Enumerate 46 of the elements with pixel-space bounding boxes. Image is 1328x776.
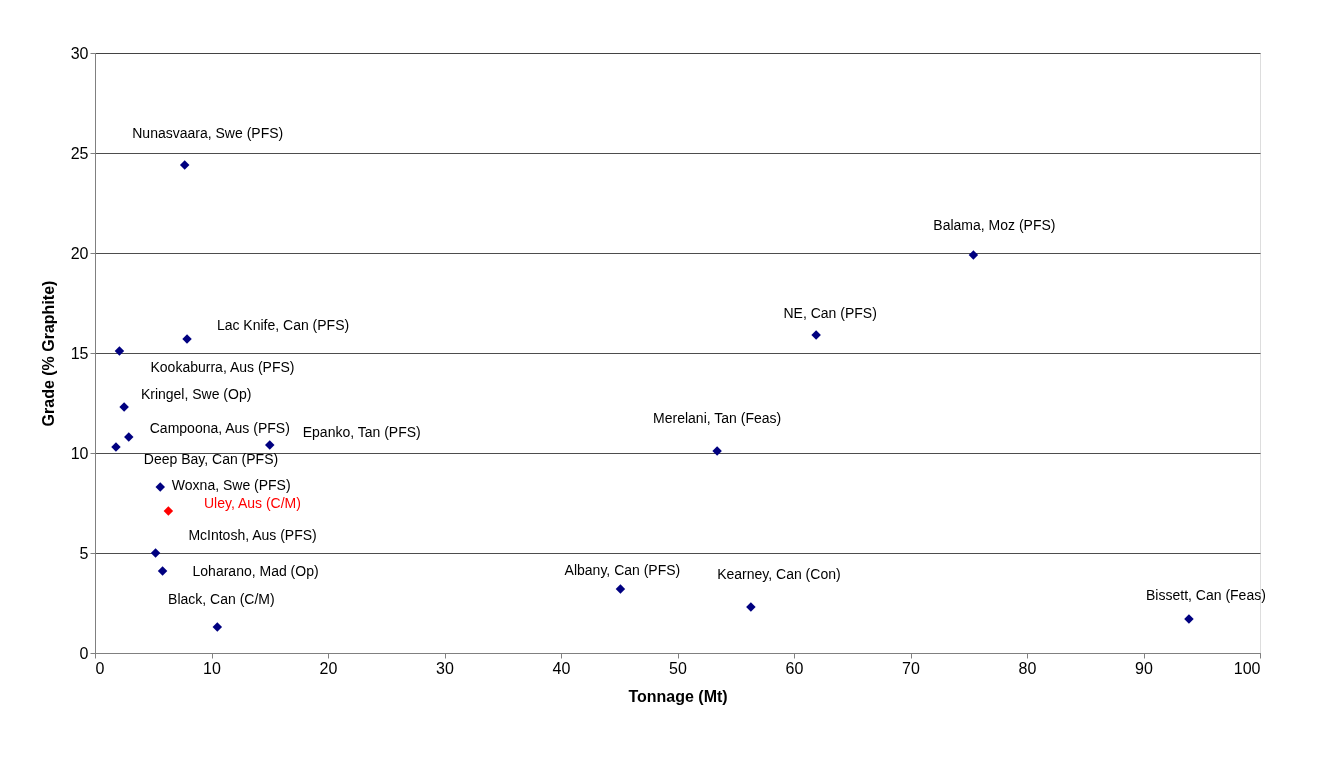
annotation: McIntosh, Aus (PFS): [188, 527, 317, 543]
x-tick-label: 80: [1018, 659, 1037, 677]
annotation: Epanko, Tan (PFS): [302, 424, 421, 440]
annotation: Black, Can (C/M): [168, 591, 275, 607]
y-tick-label: 10: [70, 444, 89, 462]
x-tick-label: 40: [552, 659, 571, 677]
point: [157, 566, 168, 576]
y-tick-label: 0: [79, 644, 89, 662]
point: [163, 506, 174, 516]
annotation: Campoona, Aus (PFS): [149, 420, 290, 436]
y-tick-label: 5: [79, 544, 89, 562]
annotation: Woxna, Swe (PFS): [171, 477, 291, 493]
x-tick-label: 30: [436, 659, 454, 677]
annotation: NE, Can (PFS): [783, 305, 877, 321]
point: [179, 160, 190, 170]
x-tick-label: 60: [785, 659, 804, 677]
annotation: Balama, Moz (PFS): [933, 217, 1056, 233]
annotation: Kookaburra, Aus (PFS): [150, 359, 295, 375]
x-tick-label: 100: [1233, 659, 1261, 677]
annotation: Nunasvaara, Swe (PFS): [132, 125, 284, 141]
x-tick-label: 10: [203, 659, 221, 677]
annotation: Merelani, Tan (Feas): [653, 410, 782, 426]
point: [114, 346, 125, 356]
annotation: Deep Bay, Can (PFS): [143, 451, 279, 467]
x-tick-label: 50: [669, 659, 687, 677]
point: [150, 548, 161, 558]
point: [615, 584, 626, 594]
y-tick-label: 30: [70, 44, 89, 62]
point: [212, 622, 223, 632]
x-tick-label: 20: [319, 659, 338, 677]
y-axis-title: Grade (% Graphite): [39, 280, 57, 427]
point: [968, 250, 979, 260]
annotation: Albany, Can (PFS): [564, 562, 681, 578]
x-tick-label: 70: [902, 659, 920, 677]
y-tick-label: 15: [70, 344, 89, 362]
annotation: Kringel, Swe (Op): [140, 386, 252, 402]
y-tick-label: 20: [70, 244, 89, 262]
x-tick-label: 0: [95, 659, 105, 677]
x-tick-label: 90: [1135, 659, 1153, 677]
annotation: Loharano, Mad (Op): [192, 563, 319, 579]
x-axis-title: Tonnage (Mt): [628, 687, 728, 705]
annotation: Kearney, Can (Con): [717, 566, 841, 582]
annotation: Bissett, Can (Feas): [1146, 587, 1266, 603]
y-tick-label: 25: [70, 144, 89, 162]
annotation: Lac Knife, Can (PFS): [216, 317, 350, 333]
annotation: Uley, Aus (C/M): [203, 495, 301, 511]
